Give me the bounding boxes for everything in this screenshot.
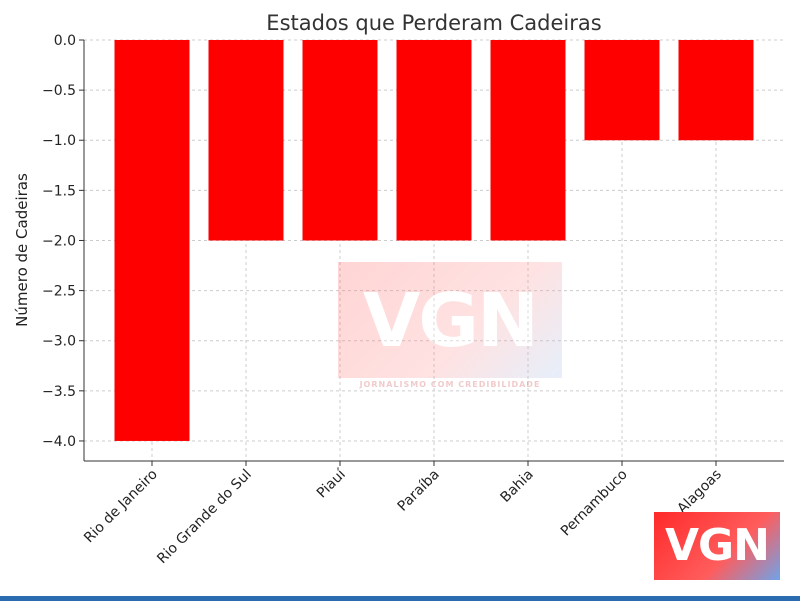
y-tick-label: −4.0 [42, 434, 76, 450]
chart-title: Estados que Perderam Cadeiras [266, 11, 601, 35]
bar [678, 40, 754, 141]
x-tick-label: Pernambuco [558, 467, 631, 540]
bar [490, 40, 566, 241]
y-tick-label: −3.5 [42, 384, 76, 400]
bar [114, 40, 190, 441]
bar [302, 40, 378, 241]
x-tick-label: Bahia [498, 467, 537, 506]
y-tick-label: −1.0 [42, 133, 76, 149]
y-tick-label: −1.5 [42, 183, 76, 199]
y-axis-label: Número de Cadeiras [13, 173, 31, 327]
x-tick-label: Piauí [314, 466, 350, 502]
y-tick-label: 0.0 [54, 33, 76, 49]
y-tick-label: −2.5 [42, 284, 76, 300]
bottom-accent-bar [0, 596, 800, 601]
bar [584, 40, 660, 141]
bar [208, 40, 284, 241]
y-tick-label: −0.5 [42, 83, 76, 99]
x-tick-label: Rio de Janeiro [81, 467, 161, 547]
y-tick-label: −2.0 [42, 233, 76, 249]
bar [396, 40, 472, 241]
x-tick-label: Alagoas [674, 467, 724, 517]
x-tick-label: Paraíba [395, 467, 443, 515]
x-tick-label: Rio Grande do Sul [154, 467, 255, 568]
y-tick-label: −3.0 [42, 334, 76, 350]
